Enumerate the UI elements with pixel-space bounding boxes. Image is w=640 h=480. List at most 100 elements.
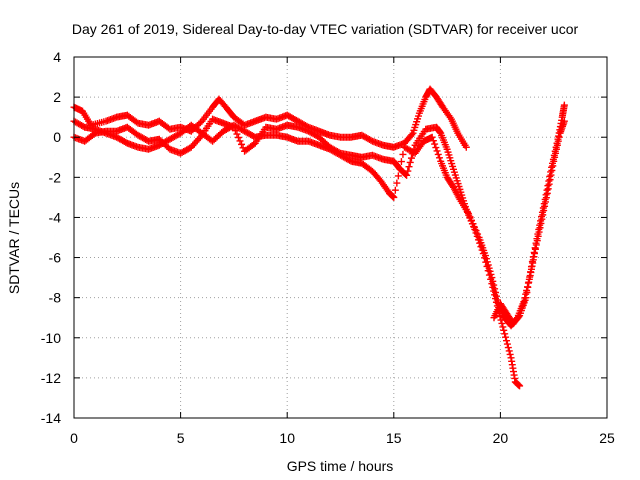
- data-point: [548, 163, 556, 171]
- axis-ticks: [73, 56, 608, 419]
- data-point-interp: [486, 267, 494, 275]
- data-point-interp: [543, 186, 551, 194]
- data-point-interp: [485, 264, 493, 272]
- data-point-interp: [525, 278, 533, 286]
- data-point-interp: [523, 289, 531, 297]
- data-point-interp: [500, 326, 508, 334]
- data-point-interp: [474, 230, 482, 238]
- data-point-interp: [553, 139, 561, 147]
- x-tick-label: 10: [279, 430, 295, 446]
- y-tick-label: -8: [49, 290, 62, 306]
- data-point: [403, 171, 411, 179]
- y-tick-label: -2: [49, 169, 62, 185]
- data-point-interp: [549, 155, 557, 163]
- data-point-interp: [484, 261, 492, 269]
- data-point-interp: [79, 122, 87, 130]
- data-point-interp: [530, 248, 538, 256]
- data-point-interp: [367, 136, 375, 144]
- data-point-interp: [429, 137, 437, 145]
- data-point-interp: [122, 138, 130, 146]
- data-point-interp: [502, 337, 510, 345]
- data-point-interp: [469, 220, 477, 228]
- data-point: [516, 382, 524, 390]
- data-point: [560, 101, 568, 109]
- data-point-interp: [547, 168, 555, 176]
- chart-title: Day 261 of 2019, Sidereal Day-to-day VTE…: [72, 21, 579, 37]
- data-point-interp: [408, 131, 416, 139]
- data-point-interp: [504, 344, 512, 352]
- data-point-interp: [542, 191, 550, 199]
- plot-frame: [73, 56, 608, 419]
- data-point-interp: [405, 163, 413, 171]
- data-point-interp: [391, 186, 399, 194]
- data-point-interp: [551, 147, 559, 155]
- data-point-interp: [538, 208, 546, 216]
- data-point: [464, 209, 472, 217]
- data-point-interp: [483, 258, 491, 266]
- data-point-interp: [499, 323, 507, 331]
- data-point-interp: [546, 172, 554, 180]
- data-point: [481, 252, 489, 260]
- data-point-interp: [539, 204, 547, 212]
- data-point: [541, 195, 549, 203]
- data-point-interp: [515, 313, 523, 321]
- data-point-interp: [434, 150, 442, 158]
- data-point-interp: [492, 289, 500, 297]
- data-point-interp: [397, 158, 405, 166]
- data-point: [501, 330, 509, 338]
- data-point-interp: [492, 292, 500, 300]
- data-point-interp: [491, 285, 499, 293]
- data-point: [428, 133, 436, 141]
- data-point-interp: [506, 350, 514, 358]
- data-point-interp: [532, 239, 540, 247]
- data-point-interp: [394, 172, 402, 180]
- data-point-interp: [433, 147, 441, 155]
- y-tick-label: -4: [49, 209, 62, 225]
- x-tick-label: 20: [493, 430, 509, 446]
- data-point-interp: [503, 340, 511, 348]
- data-point-interp: [524, 283, 532, 291]
- data-point-interp: [238, 140, 246, 148]
- series-track-a: [70, 85, 470, 151]
- data-point-interp: [431, 140, 439, 148]
- x-tick-label: 5: [177, 430, 185, 446]
- data-point-interp: [498, 319, 506, 327]
- data-point-interp: [527, 263, 535, 271]
- data-point: [390, 193, 398, 201]
- x-tick-label: 0: [70, 430, 78, 446]
- data-point-interp: [540, 200, 548, 208]
- x-tick-label: 15: [386, 430, 402, 446]
- data-point-interp: [526, 273, 534, 281]
- data-point-interp: [467, 216, 475, 224]
- data-point-interp: [545, 177, 553, 185]
- tick-labels: 0 5 10 15 20 25 -14 -12 -10 -8 -6 -4 -2 0 2 4: [41, 49, 615, 446]
- data-point-interp: [482, 255, 490, 263]
- data-point: [528, 258, 536, 266]
- y-tick-label: 2: [53, 89, 61, 105]
- data-point: [535, 225, 543, 233]
- data-point-interp: [234, 134, 242, 142]
- data-point-interp: [502, 333, 510, 341]
- data-point-interp: [487, 270, 495, 278]
- y-tick-label: -14: [41, 410, 61, 426]
- data-point: [522, 294, 530, 302]
- data-point-interp: [533, 235, 541, 243]
- data-point: [488, 274, 496, 282]
- y-tick-label: -12: [41, 370, 61, 386]
- x-axis-label: GPS time / hours: [287, 458, 394, 474]
- series-track-c: [70, 117, 568, 330]
- data-point-interp: [346, 156, 354, 164]
- data-point-interp: [544, 182, 552, 190]
- data-point-interp: [236, 137, 244, 145]
- y-tick-label: -10: [41, 330, 61, 346]
- x-tick-label: 25: [599, 430, 615, 446]
- data-point-interp: [407, 154, 415, 162]
- data-point-interp: [534, 230, 542, 238]
- data-point-interp: [537, 217, 545, 225]
- data-point-interp: [538, 213, 546, 221]
- series-track-d: [490, 101, 568, 328]
- data-point: [462, 143, 470, 151]
- data-point-interp: [406, 158, 414, 166]
